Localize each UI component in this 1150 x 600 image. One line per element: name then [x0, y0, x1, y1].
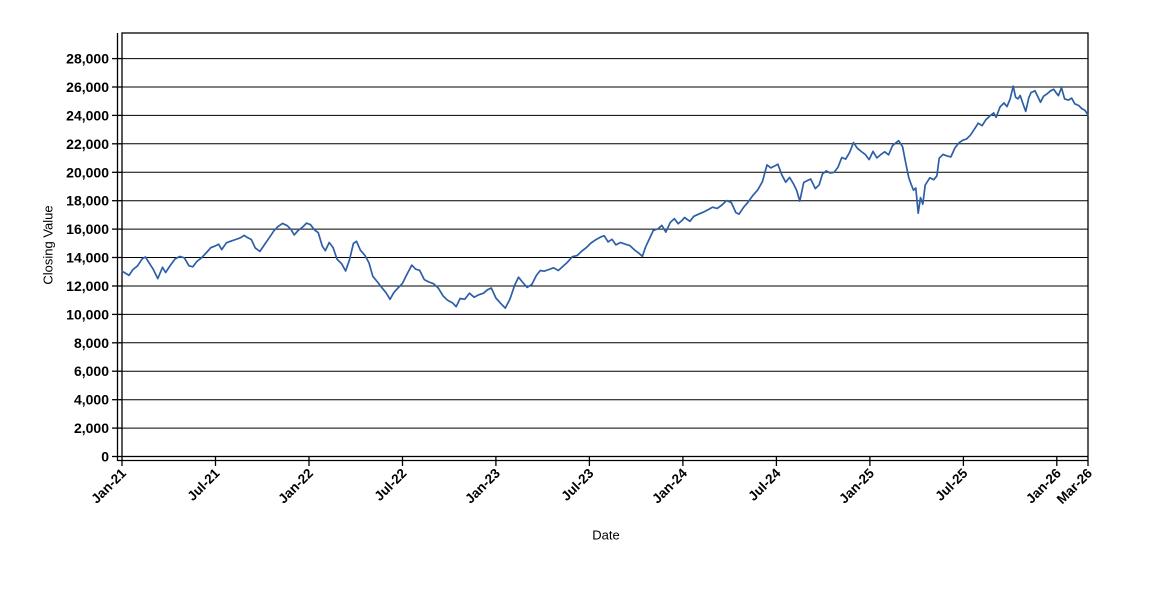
x-tick-label: Jan-24 [649, 465, 690, 506]
y-tick-label: 16,000 [66, 221, 109, 237]
x-tick-label: Jul-23 [558, 465, 597, 504]
y-tick-label: 14,000 [66, 250, 109, 266]
y-axis-title: Closing Value [40, 205, 56, 285]
x-tick-label: Jan-25 [836, 465, 877, 506]
x-tick-label: Jan-21 [88, 465, 129, 506]
x-axis: Jan-21 Jul-21 Jan-22 Jul-22 Jan-23 Jul-23 Jan-… [88, 457, 1095, 507]
y-tick-label: 2,000 [74, 420, 109, 436]
y-tick-label: 8,000 [74, 335, 109, 351]
x-axis-title: Date [592, 527, 620, 543]
y-tick-label: 4,000 [74, 392, 109, 408]
y-tick-label: 28,000 [66, 51, 109, 67]
y-tick-label: 26,000 [66, 79, 109, 95]
y-tick-label: 22,000 [66, 136, 109, 152]
y-tick-label: 18,000 [66, 193, 109, 209]
y-tick-label: 24,000 [66, 107, 109, 123]
y-tick-label: 10,000 [66, 306, 109, 322]
y-tick-label: 20,000 [66, 164, 109, 180]
x-tick-label: Jul-22 [371, 466, 409, 504]
x-tick-label: Jul-25 [932, 465, 971, 504]
x-tick-label: Jul-21 [184, 465, 223, 504]
x-tick-label: Jan-22 [275, 466, 316, 507]
y-tick-label: 6,000 [74, 363, 109, 379]
closing-value-series-line [121, 85, 1089, 309]
y-tick-label: 12,000 [66, 278, 109, 294]
gridlines [122, 58, 1088, 457]
x-tick-label: Jan-23 [462, 465, 503, 506]
y-tick-label: 0 [101, 449, 109, 465]
x-tick-label: Jul-24 [745, 465, 784, 504]
plot-frame [121, 32, 1089, 458]
x-tick-label: Mar-26 [1054, 465, 1096, 507]
y-axis: 0 2,000 4,000 6,000 8,000 10,000 12,000 14,000 1… [66, 51, 122, 465]
